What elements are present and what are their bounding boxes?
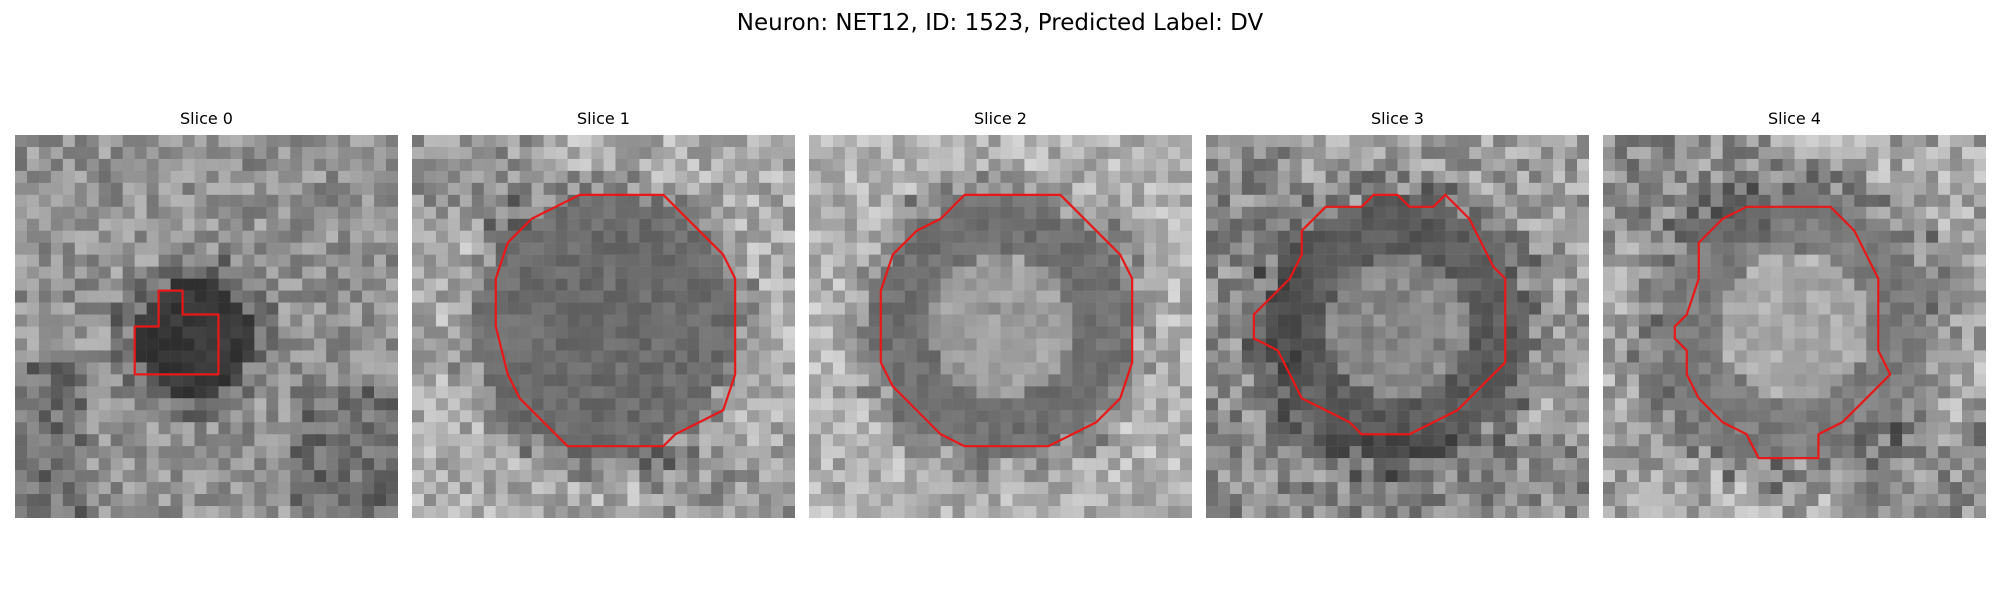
- slice-image-3: [1206, 135, 1589, 518]
- slice-image-2: [809, 135, 1192, 518]
- slice-pixels: [412, 135, 795, 518]
- slice-pixels: [15, 135, 398, 518]
- segmentation-outline: [494, 193, 737, 448]
- slice-pixels: [1603, 135, 1986, 518]
- slice-title-1: Slice 1: [577, 109, 630, 128]
- slice-panel-0: Slice 0: [15, 108, 398, 518]
- slice-panel-1: Slice 1: [412, 108, 795, 518]
- segmentation-outline: [133, 289, 220, 376]
- slice-pixels: [1206, 135, 1589, 518]
- slice-pixels: [809, 135, 1192, 518]
- slice-image-1: [412, 135, 795, 518]
- slice-title-3: Slice 3: [1371, 109, 1424, 128]
- slice-image-0: [15, 135, 398, 518]
- slice-panel-2: Slice 2: [809, 108, 1192, 518]
- slice-title-4: Slice 4: [1768, 109, 1821, 128]
- slice-panel-3: Slice 3: [1206, 108, 1589, 518]
- slice-image-4: [1603, 135, 1986, 518]
- segmentation-outline: [1673, 205, 1892, 460]
- figure-title: Neuron: NET12, ID: 1523, Predicted Label…: [736, 10, 1264, 36]
- slice-panel-4: Slice 4: [1603, 108, 1986, 518]
- segmentation-outline: [879, 193, 1134, 448]
- slice-title-2: Slice 2: [974, 109, 1027, 128]
- slice-title-0: Slice 0: [180, 109, 233, 128]
- segmentation-outline: [1252, 193, 1507, 436]
